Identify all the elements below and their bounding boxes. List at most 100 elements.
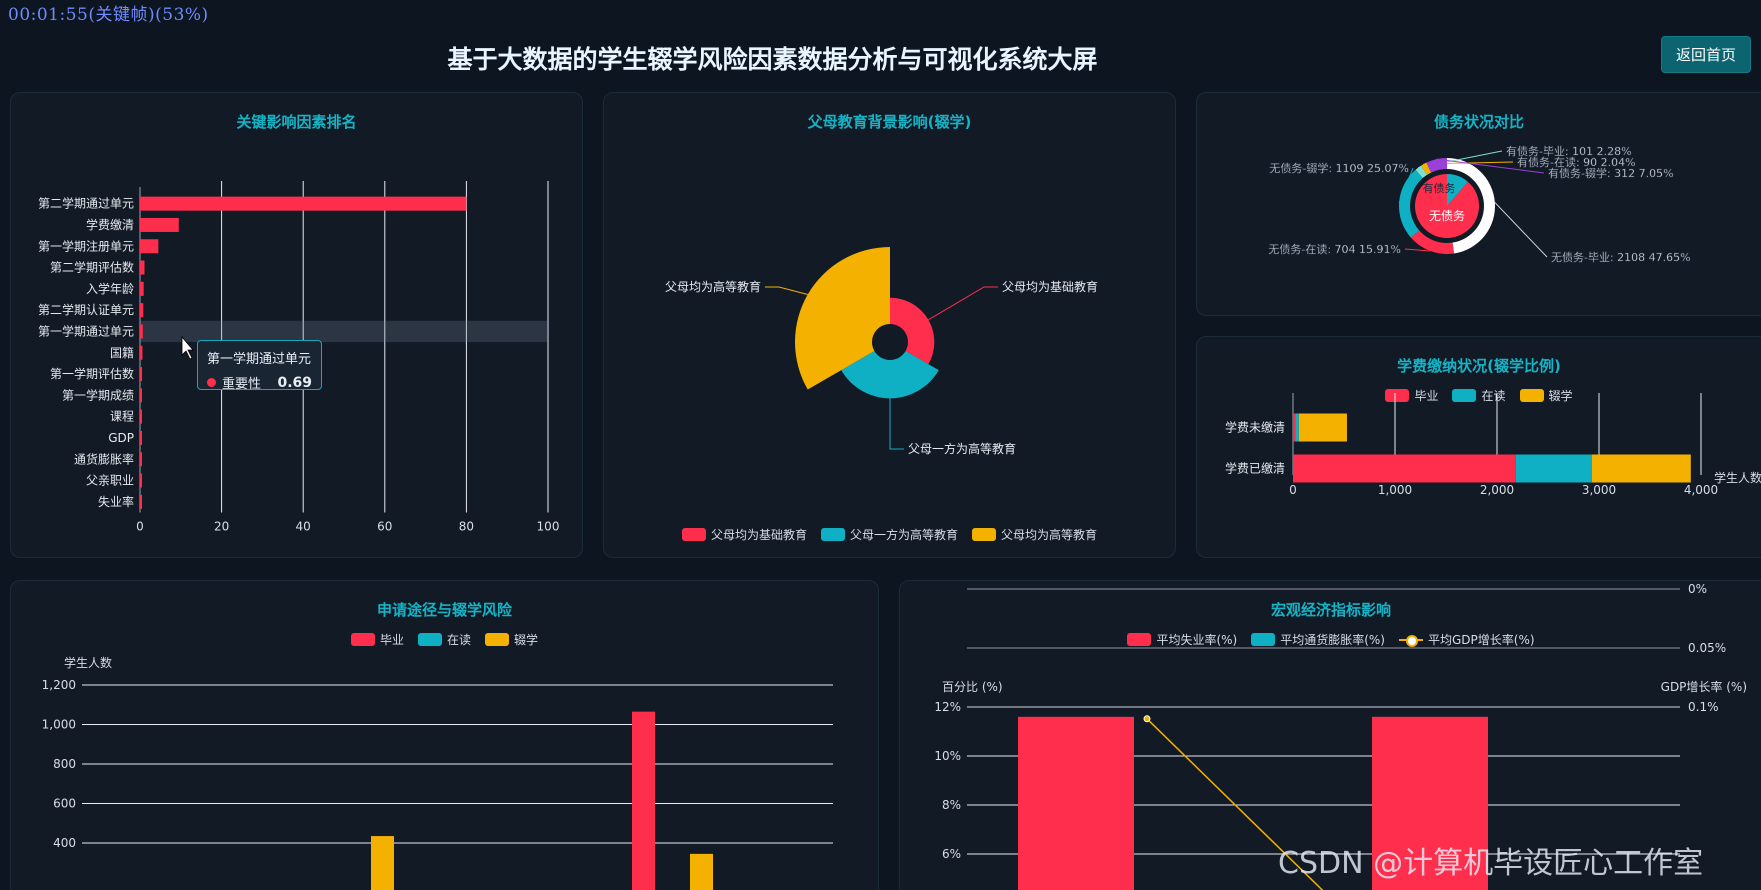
outer-slice — [1415, 165, 1428, 179]
bar — [1293, 413, 1296, 442]
rose-slice — [890, 297, 935, 365]
y-tick-label: 课程 — [110, 409, 134, 424]
legend-item[interactable]: 平均GDP增长率(%) — [1399, 631, 1535, 648]
legend-item[interactable]: 毕业 — [1385, 387, 1438, 404]
y-tick-label: 失业率 — [98, 494, 134, 509]
tuition-legend: 毕业 在读 辍学 — [1197, 387, 1761, 404]
legend-item[interactable]: 辍学 — [485, 631, 538, 648]
bar — [140, 388, 142, 403]
slice-label: 父母均为基础教育 — [1002, 279, 1098, 294]
bar — [140, 303, 144, 318]
outer-label: 有债务-辍学: 312 7.05% — [1548, 166, 1674, 180]
x-tick-label: 2,000 — [1480, 483, 1514, 497]
bar — [1515, 454, 1592, 483]
outer-label: 有债务-毕业: 101 2.28% — [1506, 144, 1632, 158]
bar — [140, 324, 143, 339]
factors-panel: 关键影响因素排名 0 20 40 60 80 100 第二学期通过单元 学费缴清 第一学期注册单… — [10, 92, 583, 558]
gdp-line — [1146, 718, 1324, 890]
parents-legend: 父母均为基础教育 父母一方为高等教育 父母均为高等教育 — [604, 526, 1175, 543]
debt-title: 债务状况对比 — [1433, 113, 1524, 131]
debt-panel: 债务状况对比 有债务 无债务 无债务-毕业: 2108 47.65% 无债务-在读: … — [1196, 92, 1761, 316]
y2-tick-label: 0% — [1688, 582, 1707, 596]
legend-item[interactable]: 父母均为高等教育 — [972, 526, 1097, 543]
inner-label: 有债务 — [1423, 181, 1456, 195]
outer-slice — [1447, 158, 1495, 254]
y-tick-label: 学费已缴清 — [1225, 461, 1285, 476]
bar — [1018, 716, 1134, 890]
bar — [140, 345, 143, 360]
outer-label: 有债务-在读: 90 2.04% — [1517, 155, 1636, 169]
label-leader — [1398, 167, 1414, 203]
x-tick-label: 3,000 — [1582, 483, 1616, 497]
x-tick-label: 40 — [296, 520, 311, 534]
bar — [140, 494, 142, 509]
chart-tooltip: 第一学期通过单元 重要性 0.69 — [197, 340, 322, 392]
bar — [140, 260, 145, 275]
bar — [371, 836, 394, 890]
y-tick-label: GDP — [108, 431, 134, 445]
label-leader — [1436, 158, 1545, 174]
application-panel: 申请途径与辍学风险 毕业 在读 辍学 学生人数 400 600 800 1,000 1,2… — [10, 580, 879, 890]
x-axis-label: 学生人数 — [1714, 470, 1761, 485]
outer-slice — [1399, 169, 1423, 238]
inner-label: 无债务 — [1429, 208, 1465, 223]
bar — [140, 196, 467, 211]
legend-item[interactable]: 父母一方为高等教育 — [820, 526, 958, 543]
legend-item[interactable]: 平均失业率(%) — [1127, 631, 1237, 648]
macro-title: 宏观经济指标影响 — [1270, 601, 1391, 619]
y-tick-label: 第二学期通过单元 — [38, 196, 134, 211]
legend-item[interactable]: 父母均为基础教育 — [681, 526, 807, 543]
bar — [140, 281, 144, 296]
application-title: 申请途径与辍学风险 — [376, 601, 512, 619]
y-tick-label: 10% — [934, 749, 961, 763]
y2-tick-label: 0.05% — [1688, 641, 1726, 655]
y-tick-label: 通货膨胀率 — [74, 451, 134, 466]
y-tick-label: 第二学期认证单元 — [38, 302, 134, 317]
y-tick-label: 12% — [934, 700, 961, 714]
bar — [140, 430, 142, 445]
y-tick-label: 600 — [53, 797, 76, 811]
outer-slice — [1410, 230, 1455, 254]
bar — [632, 711, 655, 890]
application-legend: 毕业 在读 辍学 — [11, 631, 878, 648]
slice-label: 父母均为高等教育 — [665, 279, 761, 294]
slice-label: 父母一方为高等教育 — [908, 441, 1016, 456]
y-axis-label: 学生人数 — [64, 655, 112, 670]
y-tick-label: 800 — [53, 757, 76, 771]
hover-band — [140, 320, 548, 343]
macro-chart[interactable]: 百分比 (%)GDP增长率 (%)6%8%10%12%-0.05%0%0.05%… — [900, 581, 1761, 890]
legend-item[interactable]: 在读 — [1452, 387, 1506, 404]
x-tick-label: 100 — [537, 520, 560, 534]
legend-item[interactable]: 辍学 — [1519, 387, 1573, 404]
y-tick-label: 1,200 — [42, 678, 76, 692]
y-tick-label: 第一学期成绩 — [62, 387, 134, 402]
factors-chart[interactable]: 0 20 40 60 80 100 第二学期通过单元学费缴清第一学期注册单元第二学期评估数入… — [11, 93, 583, 558]
video-timestamp: 00:01:55(关键帧)(53%) — [8, 5, 209, 25]
outer-label: 无债务-在读: 704 15.91% — [1268, 242, 1401, 256]
application-chart[interactable]: 学生人数 400 600 800 1,000 1,200 — [11, 581, 879, 890]
y2-tick-label: 0.1% — [1688, 700, 1719, 714]
x-tick-label: 0 — [136, 520, 144, 534]
legend-item[interactable]: 毕业 — [350, 631, 404, 648]
inner-slice — [1447, 174, 1468, 206]
y-tick-label: 第一学期通过单元 — [38, 323, 134, 338]
bar — [140, 217, 179, 232]
y-tick-label: 学费未缴清 — [1225, 420, 1285, 435]
bar — [1295, 413, 1299, 442]
home-button[interactable]: 返回首页 — [1661, 36, 1751, 73]
label-leader — [1404, 248, 1431, 252]
y-tick-label: 学费缴清 — [86, 217, 134, 232]
y-tick-label: 第一学期评估数 — [50, 366, 134, 381]
parents-panel: 父母教育背景影响(辍学) 父母均为基础教育 父母一方为高等教育 父母均为高等教育 父… — [603, 92, 1176, 558]
legend-item[interactable]: 平均通货膨胀率(%) — [1251, 631, 1385, 648]
bar — [140, 473, 142, 488]
legend-item[interactable]: 在读 — [417, 631, 471, 648]
y-tick-label: 第一学期注册单元 — [38, 238, 134, 253]
outer-slice — [1426, 158, 1447, 173]
bar — [1372, 716, 1488, 890]
bar — [140, 409, 142, 424]
y-tick-label: 父亲职业 — [86, 474, 134, 488]
